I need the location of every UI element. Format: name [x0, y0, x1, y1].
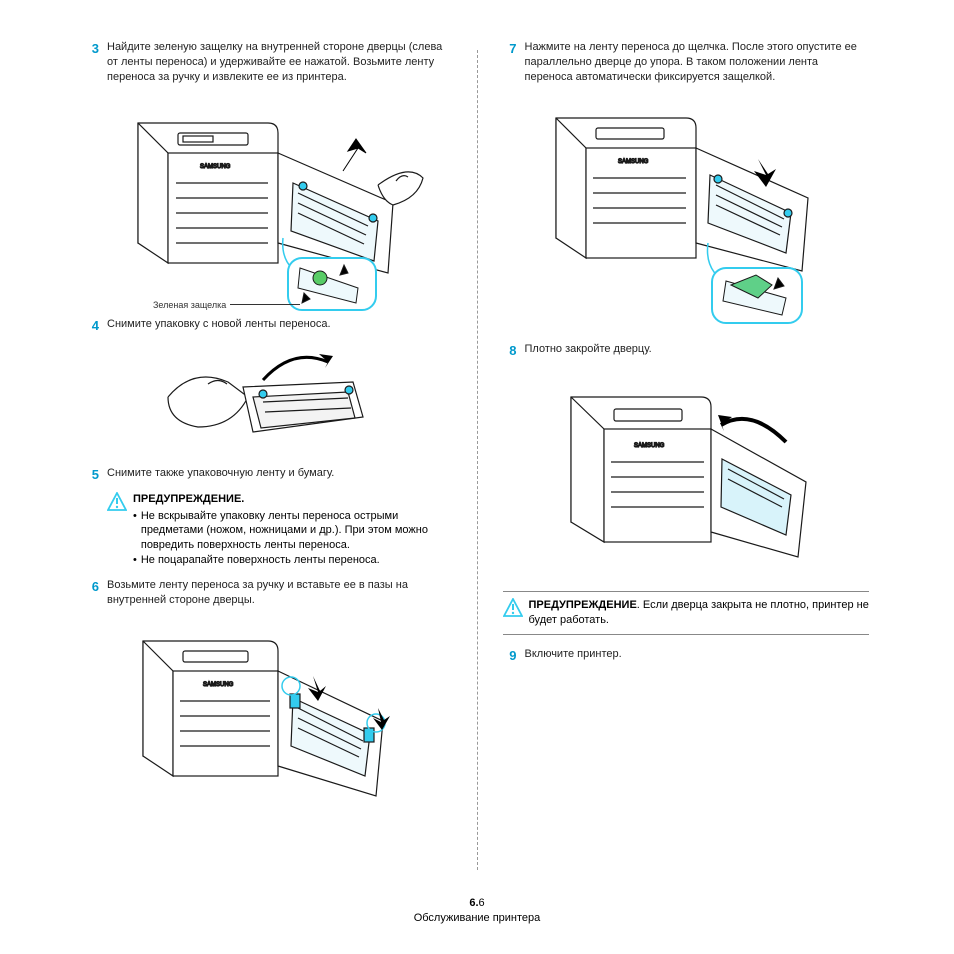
svg-text:SAMSUNG: SAMSUNG	[618, 159, 649, 165]
step-4: 4 Снимите упаковку с новой ленты перенос…	[85, 317, 452, 335]
step-text: Плотно закройте дверцу.	[525, 342, 870, 360]
illustration-step4	[85, 342, 452, 452]
warning-item: Не поцарапайте поверхность ленты перенос…	[141, 553, 380, 568]
illustration-step6: SAMSUNG	[85, 616, 452, 816]
right-column: 7 Нажмите на ленту переноса до щелчка. П…	[478, 40, 895, 860]
step-3: 3 Найдите зеленую защелку на внутренней …	[85, 40, 452, 85]
step-text: Нажмите на ленту переноса до щелчка. Пос…	[525, 40, 870, 85]
step-number: 5	[85, 466, 107, 484]
svg-text:SAMSUNG: SAMSUNG	[200, 164, 231, 170]
step-8: 8 Плотно закройте дверцу.	[503, 342, 870, 360]
caption-text: Зеленая защелка	[153, 299, 226, 311]
illustration-step3: SAMSUNG	[85, 93, 452, 313]
step-number: 7	[503, 40, 525, 85]
warning-icon	[503, 598, 523, 628]
illustration-step8: SAMSUNG	[503, 367, 870, 577]
step-number: 6	[85, 578, 107, 608]
step-6: 6 Возьмите ленту переноса за ручку и вст…	[85, 578, 452, 608]
left-column: 3 Найдите зеленую защелку на внутренней …	[60, 40, 477, 860]
footer-page: 6	[479, 897, 485, 909]
warning-list: •Не вскрывайте упаковку ленты переноса о…	[133, 509, 452, 568]
warning-body: ПРЕДУПРЕЖДЕНИЕ. Если дверца закрыта не п…	[529, 598, 870, 628]
step-text: Найдите зеленую защелку на внутренней ст…	[107, 40, 452, 85]
step-number: 4	[85, 317, 107, 335]
warning-icon	[107, 492, 127, 568]
footer-label: Обслуживание принтера	[0, 911, 954, 926]
illustration-step7: SAMSUNG	[503, 93, 870, 328]
page-footer: 6.6 Обслуживание принтера	[0, 896, 954, 926]
svg-text:SAMSUNG: SAMSUNG	[634, 443, 665, 449]
svg-text:SAMSUNG: SAMSUNG	[203, 682, 234, 688]
warning-title: ПРЕДУПРЕЖДЕНИЕ.	[133, 492, 452, 507]
caption-step3: Зеленая защелка	[153, 299, 452, 311]
step-text: Снимите также упаковочную ленту и бумагу…	[107, 466, 452, 484]
warning-step5: ПРЕДУПРЕЖДЕНИЕ. •Не вскрывайте упаковку …	[107, 492, 452, 568]
step-number: 8	[503, 342, 525, 360]
step-text: Возьмите ленту переноса за ручку и встав…	[107, 578, 452, 608]
step-5: 5 Снимите также упаковочную ленту и бума…	[85, 466, 452, 484]
step-number: 3	[85, 40, 107, 85]
step-text: Снимите упаковку с новой ленты переноса.	[107, 317, 452, 335]
warning-body: ПРЕДУПРЕЖДЕНИЕ. •Не вскрывайте упаковку …	[133, 492, 452, 568]
warning-item: Не вскрывайте упаковку ленты переноса ос…	[141, 509, 452, 554]
page-columns: 3 Найдите зеленую защелку на внутренней …	[0, 0, 954, 860]
warning-title: ПРЕДУПРЕЖДЕНИЕ	[529, 599, 637, 611]
caption-rule	[230, 304, 300, 305]
warning-step8: ПРЕДУПРЕЖДЕНИЕ. Если дверца закрыта не п…	[503, 591, 870, 635]
step-7: 7 Нажмите на ленту переноса до щелчка. П…	[503, 40, 870, 85]
step-text: Включите принтер.	[525, 647, 870, 665]
step-number: 9	[503, 647, 525, 665]
footer-chapter: 6.	[469, 897, 478, 909]
step-9: 9 Включите принтер.	[503, 647, 870, 665]
